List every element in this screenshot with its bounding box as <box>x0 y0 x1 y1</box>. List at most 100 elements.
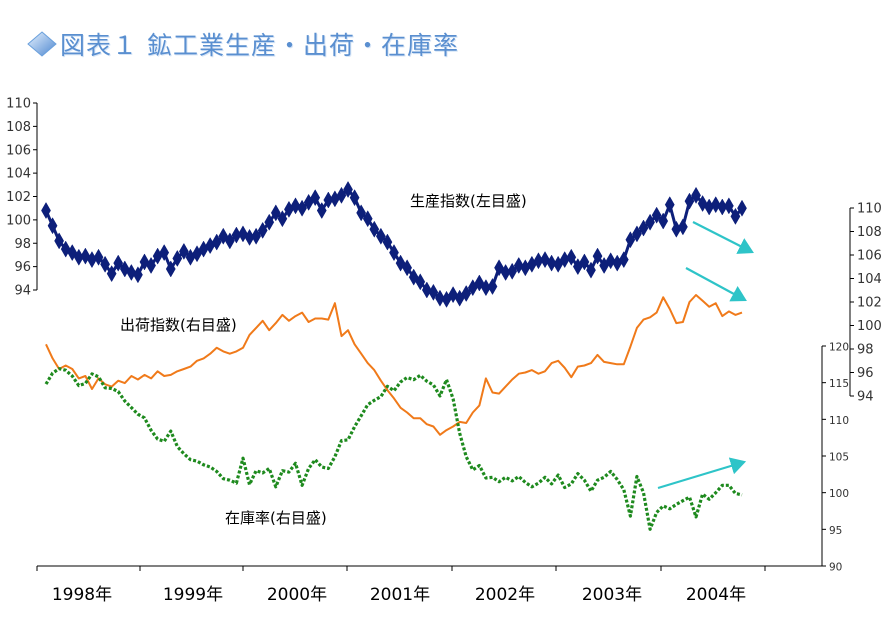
production-point <box>494 259 504 277</box>
production-point <box>113 254 124 272</box>
series-layer <box>41 180 747 531</box>
production-point <box>684 192 695 210</box>
production-point <box>461 285 472 303</box>
right-upper-axis-tick-label: 108 <box>857 225 882 240</box>
production-point <box>178 242 189 260</box>
left-axis-tick-label: 96 <box>14 260 31 275</box>
production-point <box>402 259 413 277</box>
right-upper-axis-tick-label: 94 <box>857 390 874 405</box>
x-tick-label: 2001年 <box>370 585 430 605</box>
x-tick-label: 2002年 <box>475 585 535 605</box>
labels-layer: 生産指数(左目盛) 出荷指数(右目盛) 在庫率(右目盛) <box>120 192 754 527</box>
production-point <box>513 256 524 274</box>
production-point <box>632 225 642 243</box>
production-point <box>165 260 176 278</box>
production-point <box>257 221 268 239</box>
left-axis-tick-label: 102 <box>6 190 31 205</box>
inventory-annotation: 在庫率(右目盛) <box>225 509 327 527</box>
right-upper-axis-tick-label: 110 <box>857 202 882 217</box>
production-point <box>146 256 156 274</box>
right-lower-axis-tick-label: 110 <box>829 415 849 427</box>
production-point <box>579 253 590 271</box>
x-tick-label: 1999年 <box>163 585 223 605</box>
inventory-line <box>44 367 743 531</box>
production-point <box>47 217 58 235</box>
production-point <box>93 248 104 266</box>
production-point <box>723 197 734 215</box>
production-point <box>730 207 741 225</box>
chart-title: 図表１ 鉱工業生産・出荷・在庫率 <box>60 31 459 60</box>
production-point <box>592 247 603 265</box>
shipments-line <box>45 294 743 436</box>
production-point <box>211 233 222 251</box>
production-point <box>605 252 616 270</box>
production-point <box>349 189 360 207</box>
production-point <box>100 255 110 273</box>
production-point <box>264 213 275 231</box>
production-point <box>224 232 235 250</box>
left-axis-tick-label: 106 <box>6 143 31 158</box>
left-axis-tick-label: 108 <box>6 120 31 135</box>
right-upper-axis-tick-label: 100 <box>857 319 882 334</box>
production-point <box>487 277 498 295</box>
title-block: 図表１ 鉱工業生産・出荷・在庫率 <box>24 26 459 62</box>
production-point <box>80 247 91 265</box>
production-point <box>586 261 596 279</box>
left-axis-tick-label: 100 <box>6 213 31 228</box>
production-point <box>297 199 307 217</box>
production-point <box>290 197 301 215</box>
right-lower-axis-tick-label: 95 <box>829 525 842 537</box>
x-tick-label: 2000年 <box>267 585 327 605</box>
production-point <box>507 262 518 280</box>
right-upper-axis-tick-label: 106 <box>857 249 882 264</box>
production-point <box>54 232 65 250</box>
production-point <box>316 202 327 220</box>
x-tick-label: 1998年 <box>52 585 112 605</box>
left-axis-tick-label: 94 <box>14 284 31 299</box>
production-point <box>421 281 432 299</box>
production-point <box>697 195 708 213</box>
production-point <box>428 283 439 301</box>
production-point <box>382 233 393 251</box>
right-lower-axis-tick-label: 115 <box>829 378 849 390</box>
right-upper-axis-tick-label: 102 <box>857 296 882 311</box>
production-trend-arrow <box>692 221 754 254</box>
production-point <box>435 289 445 307</box>
production-point <box>277 210 288 228</box>
production-point <box>375 227 386 245</box>
left-axis-tick-label: 98 <box>14 237 31 252</box>
left-axis-tick-label: 104 <box>6 167 31 182</box>
production-point <box>664 196 675 214</box>
production-point <box>362 210 373 228</box>
x-tick-label: 2004年 <box>686 585 746 605</box>
inventory-trend-arrow <box>657 457 747 490</box>
production-point <box>651 206 662 224</box>
production-point <box>310 189 321 207</box>
production-point <box>540 251 550 269</box>
diamond-bullet-icon <box>27 31 57 57</box>
production-point <box>415 273 426 291</box>
production-annotation: 生産指数(左目盛) <box>410 192 527 210</box>
left-axis-tick-label: 110 <box>6 97 31 112</box>
production-point <box>546 254 557 272</box>
production-point <box>251 227 262 245</box>
right-lower-axis-tick-label: 100 <box>829 488 849 500</box>
production-point <box>625 231 636 249</box>
production-point <box>389 244 399 262</box>
production-point <box>336 186 347 204</box>
right-upper-axis-tick-label: 98 <box>857 343 874 358</box>
production-point <box>126 263 137 281</box>
production-point <box>678 218 688 236</box>
production-point <box>356 204 367 222</box>
production-point <box>566 248 577 266</box>
production-point <box>448 286 458 304</box>
production-point <box>106 265 117 283</box>
production-point <box>172 249 183 267</box>
right-upper-axis-tick-label: 104 <box>857 272 882 287</box>
production-point <box>618 251 629 269</box>
production-point <box>645 213 655 231</box>
right-upper-axis-tick-label: 96 <box>857 366 874 381</box>
axes-layer: 94 96 98 100 102 104 106 108 110 94 96 98 100 102 104 1… <box>6 97 882 606</box>
production-point <box>658 212 669 230</box>
